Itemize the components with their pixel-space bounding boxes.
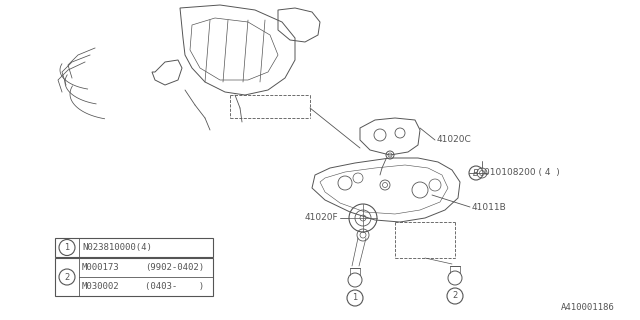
Text: 41020F: 41020F: [305, 213, 338, 222]
Text: 2: 2: [65, 273, 70, 282]
Text: B: B: [473, 169, 479, 178]
Text: 1: 1: [65, 243, 70, 252]
Text: M030002: M030002: [82, 282, 120, 291]
Text: 41011B: 41011B: [472, 203, 507, 212]
Text: 1: 1: [353, 293, 358, 302]
Text: 010108200 ( 4  ): 010108200 ( 4 ): [484, 169, 560, 178]
Text: 2: 2: [452, 292, 458, 300]
Text: M000173: M000173: [82, 263, 120, 272]
Text: 41020C: 41020C: [437, 135, 472, 145]
Text: (9902-0402): (9902-0402): [145, 263, 204, 272]
Text: A410001186: A410001186: [561, 303, 615, 312]
Text: (0403-    ): (0403- ): [145, 282, 204, 291]
Text: N023810000(4): N023810000(4): [82, 243, 152, 252]
